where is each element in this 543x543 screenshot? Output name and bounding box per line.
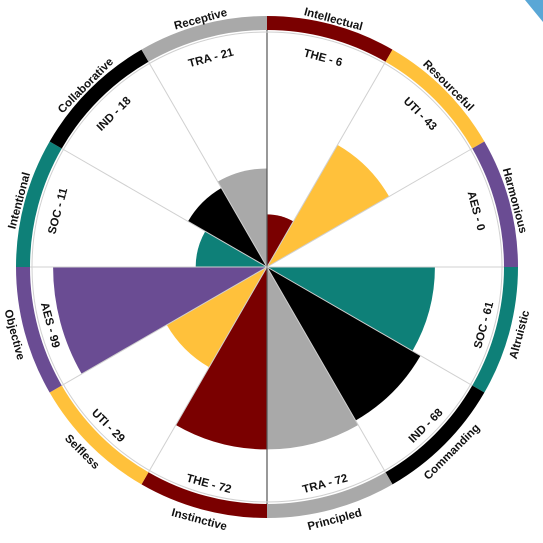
radial-gridline [266, 61, 386, 268]
ring-segment-instinctive [141, 472, 267, 518]
wedge-aes-99 [53, 267, 268, 374]
ring-segment-intentional [16, 141, 62, 267]
wedge-uti-43 [267, 144, 390, 267]
wedge-the-6 [267, 214, 294, 267]
wedge-soc-11 [195, 231, 267, 267]
radial-gridline [61, 266, 268, 386]
wedge-tra-21 [217, 168, 267, 267]
ring-segment-altruistic [472, 267, 518, 393]
ring-segment-intellectual [267, 16, 393, 62]
radial-gridline [148, 266, 268, 473]
ring-segment-selfless [49, 385, 149, 485]
ring-segment-principled [267, 472, 393, 518]
grid-layer [30, 30, 504, 504]
wedge-ind-18 [188, 188, 267, 267]
wedge-ind-68 [267, 267, 421, 421]
wedge-layer [30, 30, 504, 504]
ring-segment-harmonious [472, 141, 518, 267]
wedge-soc-61 [267, 267, 435, 351]
wedge-uti-29 [166, 267, 267, 368]
radial-gridline [266, 266, 473, 386]
wedge-tra-72 [267, 267, 359, 450]
ring-segment-collaborative [49, 49, 149, 149]
radial-gridline [148, 61, 268, 268]
corner-accent-icon [503, 0, 543, 22]
ring-segment-objective [16, 267, 62, 393]
ring-segment-receptive [141, 16, 267, 62]
ring-segment-commanding [385, 385, 485, 485]
inner-boundary-circle [31, 31, 503, 503]
radial-gridline [266, 266, 386, 473]
ring-segment-resourceful [385, 49, 485, 149]
radial-gridline [61, 148, 268, 268]
radial-gridline [266, 148, 473, 268]
outer-ring [16, 16, 518, 518]
wedge-the-72 [175, 267, 267, 450]
